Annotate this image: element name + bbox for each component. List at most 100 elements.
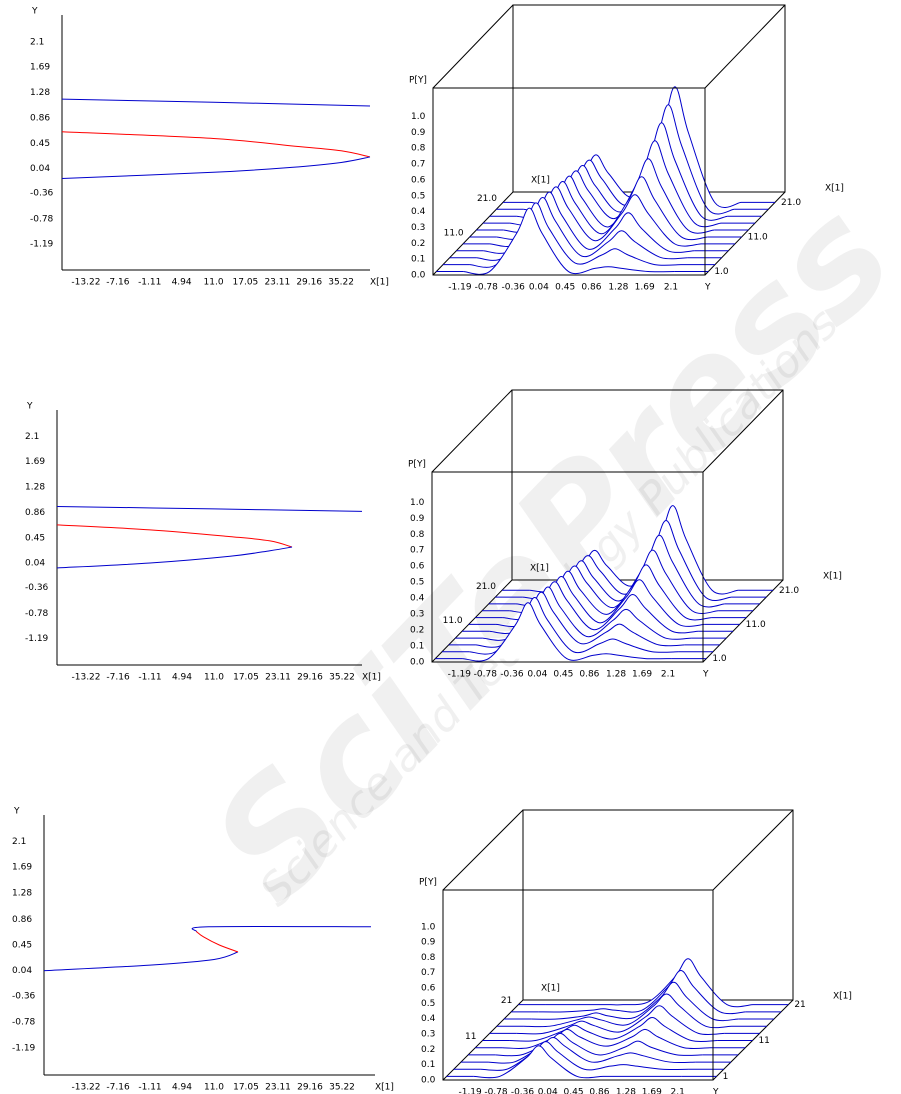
y-axis-label: Y — [31, 7, 38, 17]
x-tick-label: -7.16 — [106, 278, 130, 288]
z-tick-label: 0.4 — [410, 594, 425, 604]
depth-tick-label: 21 — [501, 996, 512, 1006]
y-tick-label: 0.86 — [12, 915, 32, 925]
z-axis-label: P[Y] — [419, 878, 437, 888]
box-edge — [442, 999, 524, 1081]
y-axis-label: Y — [26, 402, 33, 412]
y-tick-label: -0.78 — [30, 215, 54, 225]
slice-fill — [462, 602, 672, 662]
z-tick-label: 0.2 — [411, 239, 425, 249]
slice-curve — [545, 958, 754, 1008]
depth-tick-label: 11.0 — [444, 228, 464, 238]
x-tick-label: 1.69 — [632, 670, 652, 680]
slice-fill — [473, 1045, 682, 1078]
y-tick-label: 2.1 — [30, 38, 44, 48]
y-tick-label: -1.19 — [30, 240, 54, 250]
slice-fill — [531, 982, 739, 1021]
x-tick-label: -0.78 — [475, 283, 499, 293]
y-tick-label: 0.45 — [12, 941, 32, 951]
z-tick-label: 0.6 — [421, 984, 436, 994]
box-edge — [712, 809, 794, 891]
x-tick-label: 23.11 — [265, 673, 291, 683]
depth-axis-label: X[1] — [823, 572, 842, 582]
z-tick-label: 1.0 — [411, 112, 426, 122]
x-tick-label: 1.69 — [642, 1088, 662, 1094]
y-tick-label: -1.19 — [25, 634, 49, 644]
box-edge — [704, 191, 786, 276]
depth-axis-label: X[1] — [825, 184, 844, 194]
x-tick-label: 0.04 — [527, 670, 547, 680]
slice-curve — [538, 969, 746, 1015]
z-tick-label: 0.2 — [410, 626, 424, 636]
x-tick-label: 4.94 — [172, 1083, 192, 1093]
x-tick-label: -1.19 — [458, 1088, 482, 1094]
curve — [56, 524, 293, 548]
z-tick-label: 0.2 — [421, 1045, 435, 1055]
z-tick-label: 0.9 — [421, 938, 436, 948]
x-tick-label: 17.05 — [233, 1083, 259, 1093]
x-tick-label: -13.22 — [72, 1083, 101, 1093]
z-tick-label: 0.4 — [411, 207, 426, 217]
slice-curve — [516, 1005, 725, 1036]
x-axis-label: X[1] — [375, 1083, 394, 1093]
x-tick-label: -7.16 — [106, 673, 130, 683]
x-tick-label: -1.11 — [138, 278, 161, 288]
x-tick-label: 11.0 — [204, 1083, 224, 1093]
x-tick-label: -1.11 — [138, 1083, 161, 1093]
z-tick-label: 0.5 — [411, 191, 425, 201]
depth-tick-label: 11 — [465, 1032, 476, 1042]
curve — [195, 930, 239, 953]
depth-tick-label: 11.0 — [746, 620, 766, 630]
slice-fill — [463, 208, 675, 275]
slice-curve — [531, 981, 739, 1022]
depth-axis-label: X[1] — [530, 564, 549, 574]
x-tick-label: -7.16 — [106, 1083, 130, 1093]
depth-tick-label: 21.0 — [779, 586, 799, 596]
x-tick-label: 0.86 — [581, 283, 601, 293]
curve — [56, 546, 293, 569]
x-tick-label: 0.04 — [538, 1088, 558, 1094]
y-tick-label: 0.04 — [25, 559, 45, 569]
y-tick-label: 0.45 — [25, 533, 45, 543]
box-edge — [712, 999, 794, 1081]
x-tick-label: 17.05 — [233, 673, 259, 683]
y-tick-label: -1.19 — [12, 1043, 36, 1053]
y-tick-label: 1.28 — [30, 88, 50, 98]
slice-curve — [523, 993, 732, 1029]
y-tick-label: 0.04 — [30, 164, 50, 174]
x-tick-label: -0.78 — [484, 1088, 508, 1094]
x-tick-label: 0.04 — [529, 283, 549, 293]
depth-axis-label: X[1] — [531, 176, 550, 186]
box-edge — [431, 389, 513, 473]
box-front — [432, 87, 706, 276]
box-edge — [702, 389, 784, 473]
x-tick-label: 29.16 — [297, 673, 323, 683]
z-tick-label: 0.6 — [411, 175, 426, 185]
slice-curve — [509, 1017, 718, 1043]
x-tick-label: 1.69 — [635, 283, 655, 293]
x-tick-label: 0.45 — [555, 283, 575, 293]
slice-curve — [462, 602, 672, 662]
x-tick-label: 1.28 — [616, 1088, 636, 1094]
x-axis-label: Y — [702, 670, 709, 680]
z-tick-label: 0.0 — [411, 271, 426, 281]
x-tick-label: 4.94 — [172, 278, 192, 288]
z-tick-label: 1.0 — [421, 922, 436, 932]
x-axis-label: Y — [704, 283, 711, 293]
y-tick-label: -0.36 — [12, 991, 36, 1001]
z-tick-label: 0.3 — [410, 610, 424, 620]
x-tick-label: 0.45 — [553, 670, 573, 680]
y-tick-label: -0.78 — [12, 1018, 36, 1028]
depth-tick-label: 1.0 — [712, 654, 727, 664]
slice-fill — [523, 994, 732, 1028]
x-tick-label: 17.05 — [233, 278, 259, 288]
x-tick-label: 2.1 — [664, 283, 678, 293]
z-tick-label: 0.4 — [421, 1014, 436, 1024]
y-tick-label: 1.69 — [12, 863, 32, 873]
z-tick-label: 0.0 — [421, 1076, 436, 1086]
z-tick-label: 0.1 — [411, 255, 425, 265]
z-tick-label: 0.3 — [421, 1030, 435, 1040]
depth-tick-label: 21.0 — [476, 582, 496, 592]
box-edge — [432, 191, 514, 276]
y-tick-label: -0.36 — [30, 189, 54, 199]
